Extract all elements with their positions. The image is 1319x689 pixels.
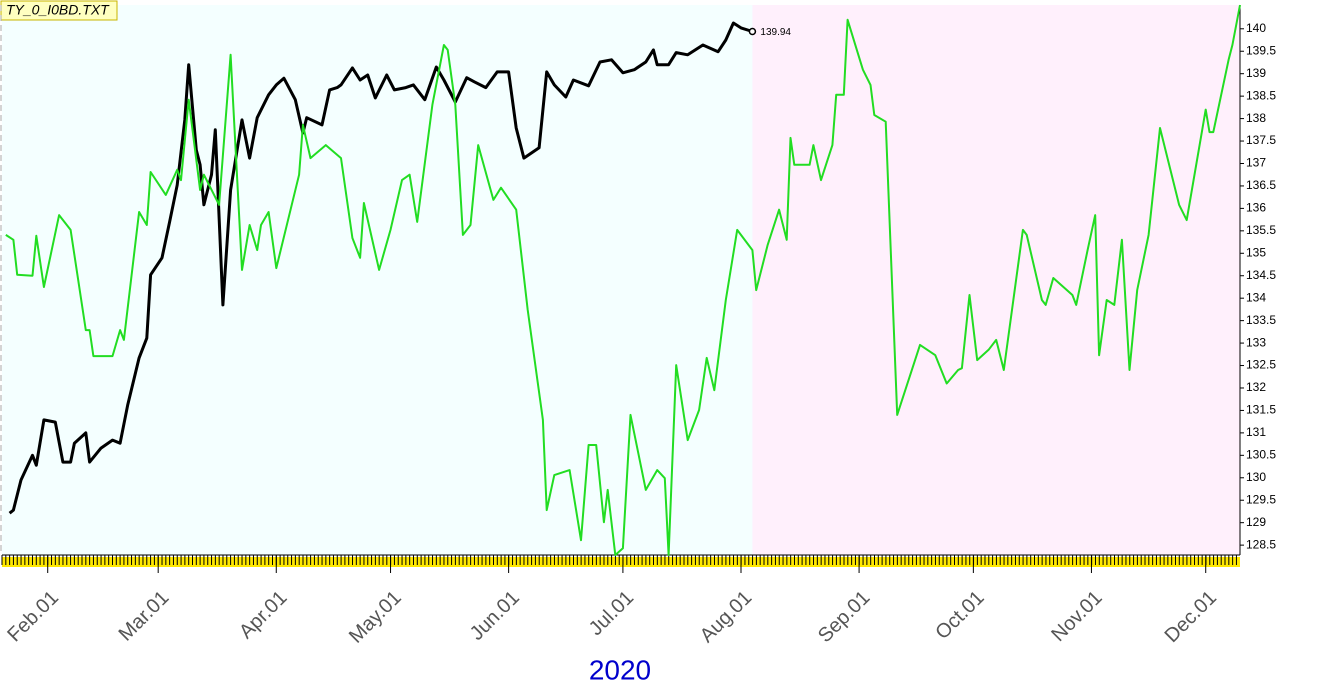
y-tick-label: 138.5 xyxy=(1246,88,1276,102)
y-tick-label: 128.5 xyxy=(1246,537,1276,551)
x-tick-label: Feb.01 xyxy=(3,587,63,647)
y-tick-label: 130 xyxy=(1246,470,1266,484)
series-line xyxy=(5,4,1241,556)
y-tick-label: 129.5 xyxy=(1246,492,1276,506)
y-tick-label: 137 xyxy=(1246,156,1266,170)
last-value-label: 139.94 xyxy=(760,27,791,38)
x-tick-label: Mar.01 xyxy=(115,587,174,646)
y-tick-label: 130.5 xyxy=(1246,447,1276,461)
y-tick-label: 135 xyxy=(1246,245,1266,259)
y-tick-label: 132.5 xyxy=(1246,358,1276,372)
y-tick-label: 139 xyxy=(1246,66,1266,80)
y-tick-label: 133.5 xyxy=(1246,313,1276,327)
y-tick-label: 140 xyxy=(1246,21,1266,35)
last-point xyxy=(748,27,757,36)
y-tick-label: 139.5 xyxy=(1246,43,1276,57)
future-region xyxy=(752,5,1240,555)
y-tick-label: 136.5 xyxy=(1246,178,1276,192)
x-axis-label: 2020 xyxy=(589,654,651,685)
x-tick-label: May.01 xyxy=(345,587,406,648)
y-tick-label: 133 xyxy=(1246,335,1266,349)
y-tick-label: 134.5 xyxy=(1246,268,1276,282)
y-tick-label: 138 xyxy=(1246,111,1266,125)
x-tick-label: Apr.01 xyxy=(235,587,291,643)
y-tick-label: 132 xyxy=(1246,380,1266,394)
x-tick-label: Dec.01 xyxy=(1161,587,1221,647)
y-tick-label: 131.5 xyxy=(1246,403,1276,417)
x-tick-label: Jun.01 xyxy=(466,587,524,645)
past-region xyxy=(2,5,753,555)
y-tick-label: 134 xyxy=(1246,290,1266,304)
y-tick-label: 137.5 xyxy=(1246,133,1276,147)
y-tick-label: 129 xyxy=(1246,515,1266,529)
x-tick-label: Jul.01 xyxy=(585,587,638,640)
x-tick-label: Oct.01 xyxy=(931,587,988,644)
minor-tick-strip xyxy=(2,557,1240,567)
y-tick-label: 131 xyxy=(1246,425,1266,439)
x-tick-label: Nov.01 xyxy=(1047,587,1106,646)
y-tick-label: 136 xyxy=(1246,201,1266,215)
y-tick-label: 135.5 xyxy=(1246,223,1276,237)
x-tick-label: Aug.01 xyxy=(696,587,756,647)
x-tick-label: Sep.01 xyxy=(814,587,874,647)
chart-title: TY_0_I0BD.TXT xyxy=(6,2,110,18)
series-line xyxy=(8,21,753,515)
